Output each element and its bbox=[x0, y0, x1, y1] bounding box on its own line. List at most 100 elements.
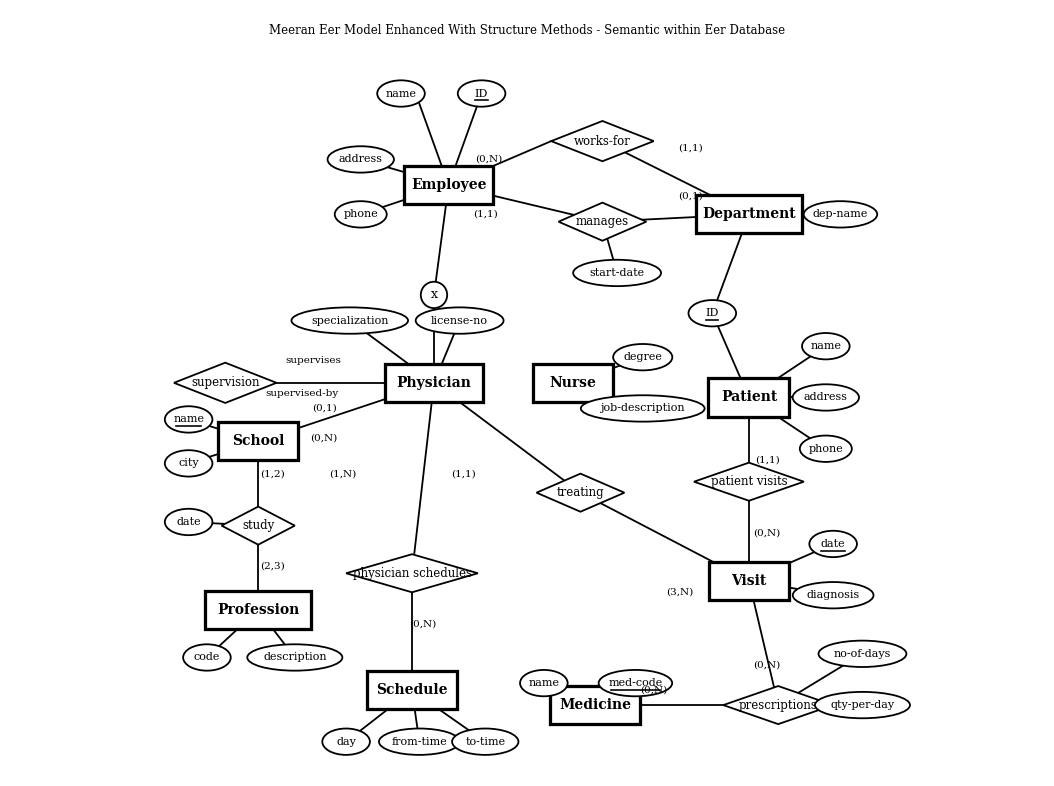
Text: date: date bbox=[821, 539, 845, 549]
Text: (2,3): (2,3) bbox=[260, 561, 286, 571]
Text: (0,N): (0,N) bbox=[475, 155, 503, 164]
Text: (0,N): (0,N) bbox=[754, 528, 781, 538]
Text: date: date bbox=[176, 517, 201, 527]
FancyBboxPatch shape bbox=[218, 422, 298, 461]
Text: School: School bbox=[232, 435, 285, 448]
Text: description: description bbox=[264, 652, 327, 663]
Text: name: name bbox=[173, 414, 204, 424]
Polygon shape bbox=[346, 554, 477, 593]
Ellipse shape bbox=[164, 406, 213, 432]
Text: job-description: job-description bbox=[601, 403, 685, 413]
Text: supervised-by: supervised-by bbox=[266, 389, 338, 399]
Text: (3,N): (3,N) bbox=[666, 587, 692, 596]
Text: prescriptions: prescriptions bbox=[739, 699, 818, 711]
Text: (1,1): (1,1) bbox=[473, 210, 497, 219]
FancyBboxPatch shape bbox=[385, 364, 483, 402]
Text: ID: ID bbox=[705, 308, 719, 318]
Ellipse shape bbox=[183, 645, 231, 670]
Ellipse shape bbox=[164, 450, 213, 476]
Ellipse shape bbox=[335, 201, 387, 227]
Ellipse shape bbox=[452, 729, 519, 755]
Text: Visit: Visit bbox=[731, 574, 766, 588]
Text: ID: ID bbox=[475, 89, 488, 98]
Text: address: address bbox=[804, 392, 847, 402]
Text: (0,N): (0,N) bbox=[640, 686, 667, 695]
Text: dep-name: dep-name bbox=[813, 209, 868, 219]
FancyBboxPatch shape bbox=[550, 686, 640, 724]
Polygon shape bbox=[536, 474, 624, 512]
Text: start-date: start-date bbox=[589, 268, 645, 278]
Ellipse shape bbox=[800, 435, 852, 462]
Text: (1,1): (1,1) bbox=[678, 144, 703, 153]
Ellipse shape bbox=[323, 729, 370, 755]
Ellipse shape bbox=[819, 641, 906, 667]
Text: med-code: med-code bbox=[608, 678, 663, 688]
Text: diagnosis: diagnosis bbox=[806, 590, 860, 601]
Polygon shape bbox=[551, 121, 653, 161]
Text: code: code bbox=[194, 652, 220, 663]
Text: Medicine: Medicine bbox=[559, 698, 631, 712]
Polygon shape bbox=[694, 463, 804, 501]
Text: Department: Department bbox=[702, 208, 796, 222]
FancyBboxPatch shape bbox=[533, 364, 613, 402]
Text: license-no: license-no bbox=[431, 315, 488, 325]
Text: (1,1): (1,1) bbox=[451, 470, 475, 479]
FancyBboxPatch shape bbox=[206, 591, 311, 629]
Text: works-for: works-for bbox=[574, 134, 631, 148]
Ellipse shape bbox=[802, 333, 850, 359]
Ellipse shape bbox=[377, 80, 425, 107]
Text: manages: manages bbox=[575, 215, 629, 228]
Text: (0,N): (0,N) bbox=[754, 660, 781, 670]
Text: patient visits: patient visits bbox=[710, 476, 787, 488]
Polygon shape bbox=[559, 203, 646, 241]
Text: (1,N): (1,N) bbox=[329, 470, 356, 479]
Text: name: name bbox=[386, 89, 416, 98]
Text: name: name bbox=[528, 678, 560, 688]
Ellipse shape bbox=[613, 344, 672, 370]
Text: Nurse: Nurse bbox=[550, 376, 597, 390]
Text: supervises: supervises bbox=[286, 356, 341, 365]
Text: Profession: Profession bbox=[217, 603, 299, 617]
Ellipse shape bbox=[573, 259, 661, 286]
Ellipse shape bbox=[815, 692, 910, 718]
Text: treating: treating bbox=[557, 487, 604, 499]
Ellipse shape bbox=[793, 582, 874, 608]
Text: (0,1): (0,1) bbox=[312, 404, 336, 413]
FancyBboxPatch shape bbox=[368, 671, 456, 710]
Ellipse shape bbox=[415, 307, 504, 334]
Text: (1,2): (1,2) bbox=[260, 470, 286, 479]
Ellipse shape bbox=[328, 146, 394, 173]
Text: phone: phone bbox=[344, 209, 378, 219]
Text: supervision: supervision bbox=[191, 376, 259, 389]
Text: Employee: Employee bbox=[411, 178, 486, 192]
FancyBboxPatch shape bbox=[696, 195, 802, 233]
Text: to-time: to-time bbox=[465, 736, 505, 747]
Text: physician schedules: physician schedules bbox=[352, 567, 471, 580]
Text: specialization: specialization bbox=[311, 315, 389, 325]
Ellipse shape bbox=[793, 384, 859, 410]
Text: (1,1): (1,1) bbox=[755, 455, 780, 465]
Text: (0,1): (0,1) bbox=[678, 192, 703, 200]
Text: city: city bbox=[178, 458, 199, 468]
Ellipse shape bbox=[379, 729, 460, 755]
Text: qty-per-day: qty-per-day bbox=[831, 700, 895, 710]
Polygon shape bbox=[723, 686, 833, 724]
Ellipse shape bbox=[248, 645, 343, 670]
Text: degree: degree bbox=[623, 352, 662, 362]
Polygon shape bbox=[221, 507, 295, 545]
Text: Schedule: Schedule bbox=[376, 684, 448, 697]
FancyBboxPatch shape bbox=[708, 378, 789, 417]
Ellipse shape bbox=[688, 300, 736, 326]
FancyBboxPatch shape bbox=[708, 561, 789, 600]
Circle shape bbox=[421, 281, 447, 308]
Text: (0,N): (0,N) bbox=[311, 433, 337, 443]
Ellipse shape bbox=[457, 80, 506, 107]
Ellipse shape bbox=[581, 395, 705, 421]
Text: (0,N): (0,N) bbox=[409, 620, 436, 629]
Ellipse shape bbox=[520, 670, 568, 696]
FancyBboxPatch shape bbox=[404, 166, 493, 204]
Text: x: x bbox=[430, 288, 437, 301]
Text: Patient: Patient bbox=[721, 391, 777, 405]
Text: Physician: Physician bbox=[396, 376, 471, 390]
Ellipse shape bbox=[804, 201, 877, 227]
